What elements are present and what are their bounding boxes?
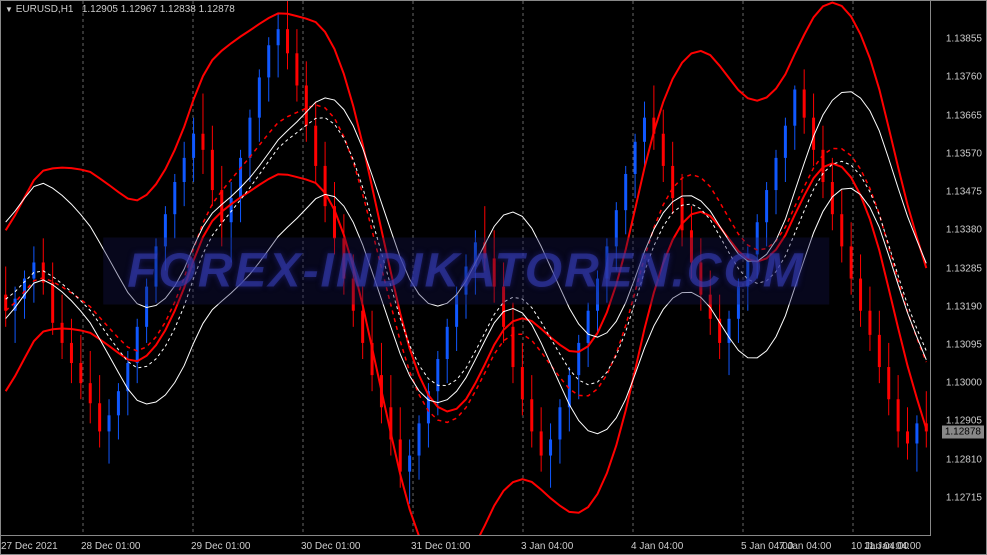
x-tick: 3 Jan 04:00 [521, 541, 573, 552]
x-tick: 4 Jan 04:00 [631, 541, 683, 552]
chart-container[interactable]: FOREX-INDIKATOREN.COM ▼ EURUSD,H1 1.1290… [0, 0, 987, 555]
ohlc-label: 1.12905 1.12967 1.12838 1.12878 [82, 4, 235, 15]
x-axis: 27 Dec 2021 28 Dec 01:00 29 Dec 01:00 30 De… [1, 535, 931, 554]
symbol-label: EURUSD,H1 [16, 4, 74, 15]
y-tick: 1.12810 [946, 454, 982, 465]
y-tick: 1.13190 [946, 301, 982, 312]
y-tick: 1.13000 [946, 378, 982, 389]
y-tick: 1.13760 [946, 72, 982, 83]
watermark: FOREX-INDIKATOREN.COM [103, 238, 829, 305]
dropdown-triangle-icon[interactable]: ▼ [5, 5, 13, 14]
chart-title: ▼ EURUSD,H1 1.12905 1.12967 1.12838 1.12… [5, 4, 235, 15]
y-axis: 1.127151.128101.129051.130001.130951.131… [930, 1, 986, 536]
x-tick: 11 Jan 04:00 [864, 541, 921, 552]
y-tick: 1.13570 [946, 148, 982, 159]
y-tick: 1.13665 [946, 110, 982, 121]
y-tick: 1.13380 [946, 225, 982, 236]
y-tick: 1.13285 [946, 263, 982, 274]
x-tick: 27 Dec 2021 [1, 541, 58, 552]
current-price-box: 1.12878 [942, 426, 984, 439]
x-tick: 31 Dec 01:00 [411, 541, 471, 552]
x-tick: 28 Dec 01:00 [81, 541, 141, 552]
x-tick: 30 Dec 01:00 [301, 541, 361, 552]
x-tick: 29 Dec 01:00 [191, 541, 251, 552]
y-tick: 1.13855 [946, 34, 982, 45]
plot-area[interactable]: FOREX-INDIKATOREN.COM ▼ EURUSD,H1 1.1290… [1, 1, 931, 536]
x-tick: 7 Jan 04:00 [779, 541, 831, 552]
y-tick: 1.13095 [946, 339, 982, 350]
y-tick: 1.13475 [946, 187, 982, 198]
y-tick: 1.12715 [946, 492, 982, 503]
